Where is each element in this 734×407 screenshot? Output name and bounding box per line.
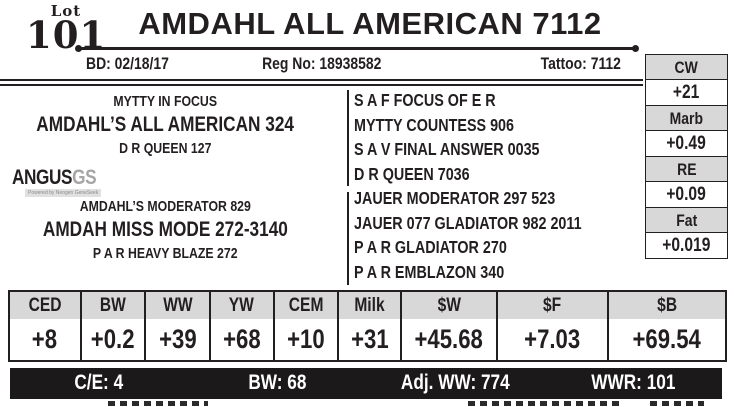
epd-header: $W xyxy=(401,292,497,319)
carcass-header-re: RE xyxy=(645,155,728,182)
cutoff-text-remnant xyxy=(650,401,704,406)
lot-block: Lot 101 xyxy=(26,2,106,54)
epd-col-sf: $F +7.03 xyxy=(496,292,607,360)
performance-summary-bar: C/E: 4 BW: 68 Adj. WW: 774 WWR: 101 xyxy=(10,368,722,399)
epd-col-ww: WW +39 xyxy=(144,292,209,360)
carcass-value-marb: +0.49 xyxy=(645,129,728,157)
epd-table: CED +8 BW +0.2 WW +39 YW +68 CEM +10 Milk +31 … xyxy=(8,290,727,362)
epd-col-cem: CEM +10 xyxy=(272,292,338,360)
ancestor-row: MYTTY COUNTESS 906 xyxy=(354,114,515,135)
summary-bw: BW: 68 xyxy=(247,371,307,394)
ancestor-row: P A R GLADIATOR 270 xyxy=(354,237,507,257)
cutoff-text-remnant xyxy=(468,401,620,406)
epd-header: $B xyxy=(608,292,725,319)
carcass-value-fat: +0.019 xyxy=(645,231,728,259)
epd-col-sb: $B +69.54 xyxy=(606,292,725,360)
ancestor-row: D R QUEEN 7036 xyxy=(354,163,470,184)
ancestor-row: S A F FOCUS OF E R xyxy=(354,90,496,110)
epd-value: +8 xyxy=(32,324,58,354)
epd-col-ced: CED +8 xyxy=(10,292,80,360)
ancestor-row: P A R EMBLAZON 340 xyxy=(354,261,505,282)
carcass-header-cw: CW xyxy=(645,53,728,80)
angusgs-wordmark: ANGUSGS xyxy=(12,166,97,189)
epd-header: BW xyxy=(81,292,145,319)
epd-header: YW xyxy=(210,292,273,319)
carcass-header-marb: Marb xyxy=(645,104,728,131)
pedigree-ancestor-list: S A F FOCUS OF E R MYTTY COUNTESS 906 S … xyxy=(354,88,638,284)
epd-value: +39 xyxy=(158,324,197,354)
logo-tagline: Powered by Neogen GeneSeek xyxy=(25,189,102,197)
carcass-header-fat: Fat xyxy=(645,206,728,233)
ancestor-row: JAUER MODERATOR 297 523 xyxy=(354,188,556,208)
epd-header: CEM xyxy=(274,292,338,319)
angusgs-logo: ANGUSGS Powered by Neogen GeneSeek xyxy=(12,166,102,197)
epd-value: +45.68 xyxy=(414,324,484,354)
tattoo-number: Tattoo: 7112 xyxy=(540,54,621,73)
epd-header: $F xyxy=(498,292,607,319)
sire-name: AMDAHL’S ALL AMERICAN 324 xyxy=(36,113,294,136)
pedigree-divider-top xyxy=(347,90,349,186)
ancestor-row: JAUER 077 GLADIATOR 982 2011 xyxy=(354,212,582,233)
epd-header: CED xyxy=(10,292,80,319)
title-underline-rule xyxy=(75,45,639,52)
dam-name: AMDAH MISS MODE 272-3140 xyxy=(42,218,288,241)
epd-col-yw: YW +68 xyxy=(208,292,273,360)
summary-adjww: Adj. WW: 774 xyxy=(400,371,510,394)
birth-date: BD: 02/18/17 xyxy=(86,54,169,73)
header-double-rule xyxy=(0,79,643,86)
dam-granddam: P A R HEAVY BLAZE 272 xyxy=(92,245,238,262)
animal-name-title: AMDAHL ALL AMERICAN 7112 xyxy=(138,6,602,41)
pedigree-dam-block: AMDAHL’S MODERATOR 829 AMDAH MISS MODE 2… xyxy=(0,197,330,263)
epd-value: +0.2 xyxy=(91,324,135,354)
pedigree-divider-bottom xyxy=(347,192,349,285)
summary-ce: C/E: 4 xyxy=(74,371,124,394)
summary-wwr: WWR: 101 xyxy=(590,371,676,394)
carcass-value-cw: +21 xyxy=(645,78,728,106)
pedigree-sire-block: MYTTY IN FOCUS AMDAHL’S ALL AMERICAN 324… xyxy=(0,92,330,158)
cutoff-text-remnant xyxy=(108,401,208,406)
epd-value: +69.54 xyxy=(632,324,701,354)
epd-value: +68 xyxy=(222,324,261,354)
epd-col-sw: $W +45.68 xyxy=(399,292,497,360)
ancestor-row: S A V FINAL ANSWER 0035 xyxy=(354,139,540,159)
sire-grandsire: MYTTY IN FOCUS xyxy=(113,93,217,110)
epd-value: +10 xyxy=(287,324,325,354)
carcass-epd-panel: CW +21 Marb +0.49 RE +0.09 Fat +0.019 xyxy=(645,53,728,259)
epd-col-milk: Milk +31 xyxy=(337,292,400,360)
carcass-value-re: +0.09 xyxy=(645,180,728,208)
epd-col-bw: BW +0.2 xyxy=(79,292,145,360)
epd-value: +7.03 xyxy=(524,324,581,354)
registration-number: Reg No: 18938582 xyxy=(261,54,382,73)
sire-granddam: D R QUEEN 127 xyxy=(118,140,212,157)
epd-header: WW xyxy=(146,292,209,319)
logo-gs-suffix: GS xyxy=(72,166,97,189)
lot-label: Lot xyxy=(50,2,82,20)
epd-value: +31 xyxy=(350,324,389,354)
epd-header: Milk xyxy=(339,292,400,319)
dam-grandsire: AMDAHL’S MODERATOR 829 xyxy=(79,198,251,215)
